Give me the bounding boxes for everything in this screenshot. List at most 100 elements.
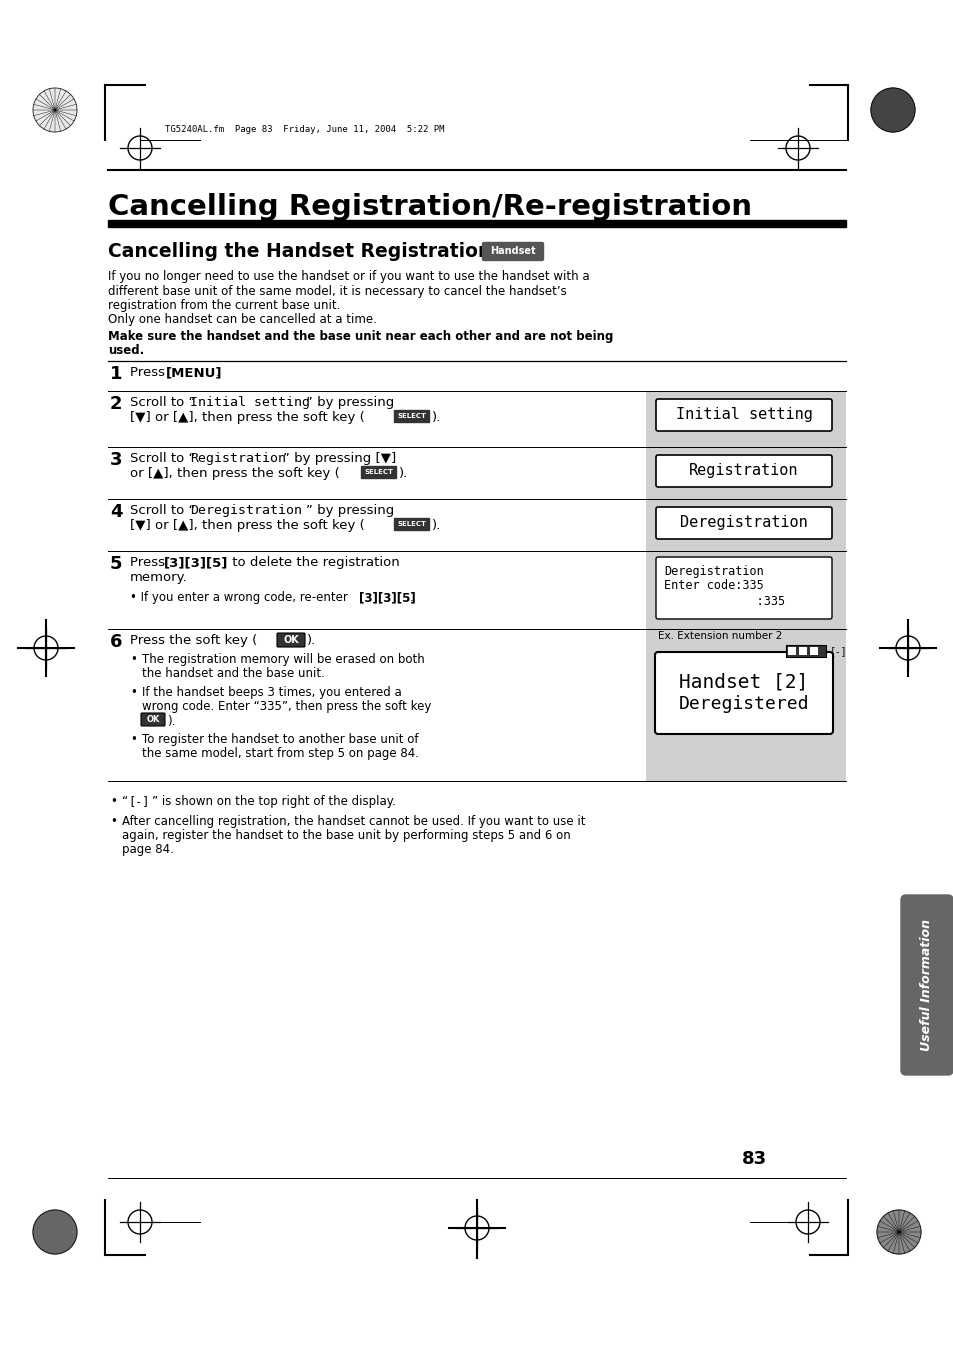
- Text: the same model, start from step 5 on page 84.: the same model, start from step 5 on pag…: [142, 747, 418, 761]
- Text: [▼] or [▲], then press the soft key (: [▼] or [▲], then press the soft key (: [130, 519, 364, 532]
- Text: ” is shown on the top right of the display.: ” is shown on the top right of the displ…: [152, 794, 395, 808]
- Text: 4: 4: [110, 503, 122, 521]
- Text: :335: :335: [663, 594, 784, 608]
- Text: SELECT: SELECT: [397, 521, 426, 527]
- Text: ).: ).: [307, 634, 315, 647]
- Text: To register the handset to another base unit of: To register the handset to another base …: [142, 734, 418, 746]
- Text: ).: ).: [432, 411, 441, 424]
- Text: Only one handset can be cancelled at a time.: Only one handset can be cancelled at a t…: [108, 313, 376, 327]
- FancyBboxPatch shape: [141, 713, 165, 725]
- FancyBboxPatch shape: [656, 557, 831, 619]
- Text: wrong code. Enter “335”, then press the soft key: wrong code. Enter “335”, then press the …: [142, 700, 431, 713]
- Text: Press: Press: [130, 366, 169, 380]
- Text: If the handset beeps 3 times, you entered a: If the handset beeps 3 times, you entere…: [142, 686, 401, 698]
- FancyBboxPatch shape: [656, 399, 831, 431]
- Text: Scroll to “: Scroll to “: [130, 453, 195, 465]
- Text: SELECT: SELECT: [397, 413, 426, 420]
- Text: or [▲], then press the soft key (: or [▲], then press the soft key (: [130, 467, 339, 480]
- Text: .: .: [410, 590, 414, 604]
- Circle shape: [33, 1210, 77, 1254]
- Text: Handset: Handset: [490, 246, 536, 257]
- Text: If you no longer need to use the handset or if you want to use the handset with : If you no longer need to use the handset…: [108, 270, 589, 282]
- Text: •: •: [110, 815, 117, 828]
- Bar: [809, 647, 817, 655]
- Bar: [785, 644, 825, 657]
- Text: •: •: [130, 686, 136, 698]
- FancyBboxPatch shape: [361, 466, 396, 478]
- FancyBboxPatch shape: [656, 507, 831, 539]
- Text: OK: OK: [146, 715, 159, 724]
- Text: .: .: [215, 366, 220, 380]
- FancyBboxPatch shape: [655, 653, 832, 734]
- Text: Make sure the handset and the base unit near each other and are not being: Make sure the handset and the base unit …: [108, 330, 613, 343]
- Text: Press: Press: [130, 557, 169, 569]
- Text: memory.: memory.: [130, 571, 188, 584]
- Text: ” by pressing [▼]: ” by pressing [▼]: [283, 453, 395, 465]
- Text: [3][3][5]: [3][3][5]: [358, 590, 416, 604]
- Text: Useful Information: Useful Information: [920, 919, 933, 1051]
- Text: Registration: Registration: [190, 453, 286, 465]
- Text: [▼] or [▲], then press the soft key (: [▼] or [▲], then press the soft key (: [130, 411, 364, 424]
- Text: Ex. Extension number 2: Ex. Extension number 2: [658, 631, 781, 640]
- Text: ).: ).: [167, 715, 175, 728]
- Bar: [799, 647, 806, 655]
- Text: Cancelling the Handset Registration: Cancelling the Handset Registration: [108, 242, 491, 261]
- Text: different base unit of the same model, it is necessary to cancel the handset’s: different base unit of the same model, i…: [108, 285, 566, 297]
- Text: • If you enter a wrong code, re-enter: • If you enter a wrong code, re-enter: [130, 590, 352, 604]
- Bar: [645, 499, 845, 551]
- Text: •: •: [130, 734, 136, 746]
- Text: TG5240AL.fm  Page 83  Friday, June 11, 2004  5:22 PM: TG5240AL.fm Page 83 Friday, June 11, 200…: [165, 126, 444, 135]
- Text: the handset and the base unit.: the handset and the base unit.: [142, 667, 325, 680]
- Text: page 84.: page 84.: [122, 843, 173, 857]
- Text: Registration: Registration: [688, 463, 798, 478]
- Text: Initial setting: Initial setting: [190, 396, 310, 409]
- Text: Deregistration: Deregistration: [190, 504, 302, 517]
- Text: 5: 5: [110, 555, 122, 573]
- Text: 3: 3: [110, 451, 122, 469]
- Bar: [645, 447, 845, 499]
- FancyBboxPatch shape: [656, 455, 831, 486]
- Circle shape: [870, 88, 914, 132]
- Text: ” by pressing: ” by pressing: [306, 504, 394, 517]
- Text: [-]: [-]: [829, 646, 846, 657]
- Text: “: “: [122, 794, 128, 808]
- Text: Scroll to “: Scroll to “: [130, 504, 195, 517]
- Text: registration from the current base unit.: registration from the current base unit.: [108, 299, 340, 312]
- Text: OK: OK: [283, 635, 298, 644]
- Text: 1: 1: [110, 365, 122, 382]
- FancyBboxPatch shape: [395, 411, 429, 423]
- Text: to delete the registration: to delete the registration: [228, 557, 399, 569]
- Bar: [645, 630, 845, 781]
- Text: used.: used.: [108, 345, 144, 358]
- Text: Enter code:335: Enter code:335: [663, 580, 763, 592]
- Text: ).: ).: [432, 519, 441, 532]
- Bar: [645, 551, 845, 630]
- Text: Deregistration: Deregistration: [679, 516, 807, 531]
- Circle shape: [876, 1210, 920, 1254]
- Text: [-]: [-]: [128, 794, 150, 808]
- FancyBboxPatch shape: [276, 634, 305, 647]
- Text: The registration memory will be erased on both: The registration memory will be erased o…: [142, 653, 424, 666]
- Text: again, register the handset to the base unit by performing steps 5 and 6 on: again, register the handset to the base …: [122, 830, 570, 842]
- Text: Scroll to “: Scroll to “: [130, 396, 195, 409]
- Text: Cancelling Registration/Re-registration: Cancelling Registration/Re-registration: [108, 193, 751, 222]
- Text: [3][3][5]: [3][3][5]: [164, 557, 228, 569]
- FancyBboxPatch shape: [900, 894, 952, 1075]
- Bar: [645, 390, 845, 447]
- Text: After cancelling registration, the handset cannot be used. If you want to use it: After cancelling registration, the hands…: [122, 815, 585, 828]
- Text: ).: ).: [398, 467, 408, 480]
- Text: Press the soft key (: Press the soft key (: [130, 634, 257, 647]
- Text: Initial setting: Initial setting: [675, 408, 812, 423]
- Text: 2: 2: [110, 394, 122, 413]
- Text: •: •: [130, 653, 136, 666]
- Text: Deregistration: Deregistration: [663, 565, 763, 578]
- Bar: [108, 220, 845, 227]
- FancyBboxPatch shape: [395, 519, 429, 531]
- Text: ” by pressing: ” by pressing: [306, 396, 394, 409]
- Text: •: •: [110, 794, 117, 808]
- Bar: [787, 647, 795, 655]
- Text: Deregistered: Deregistered: [678, 694, 808, 713]
- FancyBboxPatch shape: [482, 242, 543, 261]
- Text: 83: 83: [741, 1150, 766, 1169]
- Text: Handset [2]: Handset [2]: [679, 673, 808, 692]
